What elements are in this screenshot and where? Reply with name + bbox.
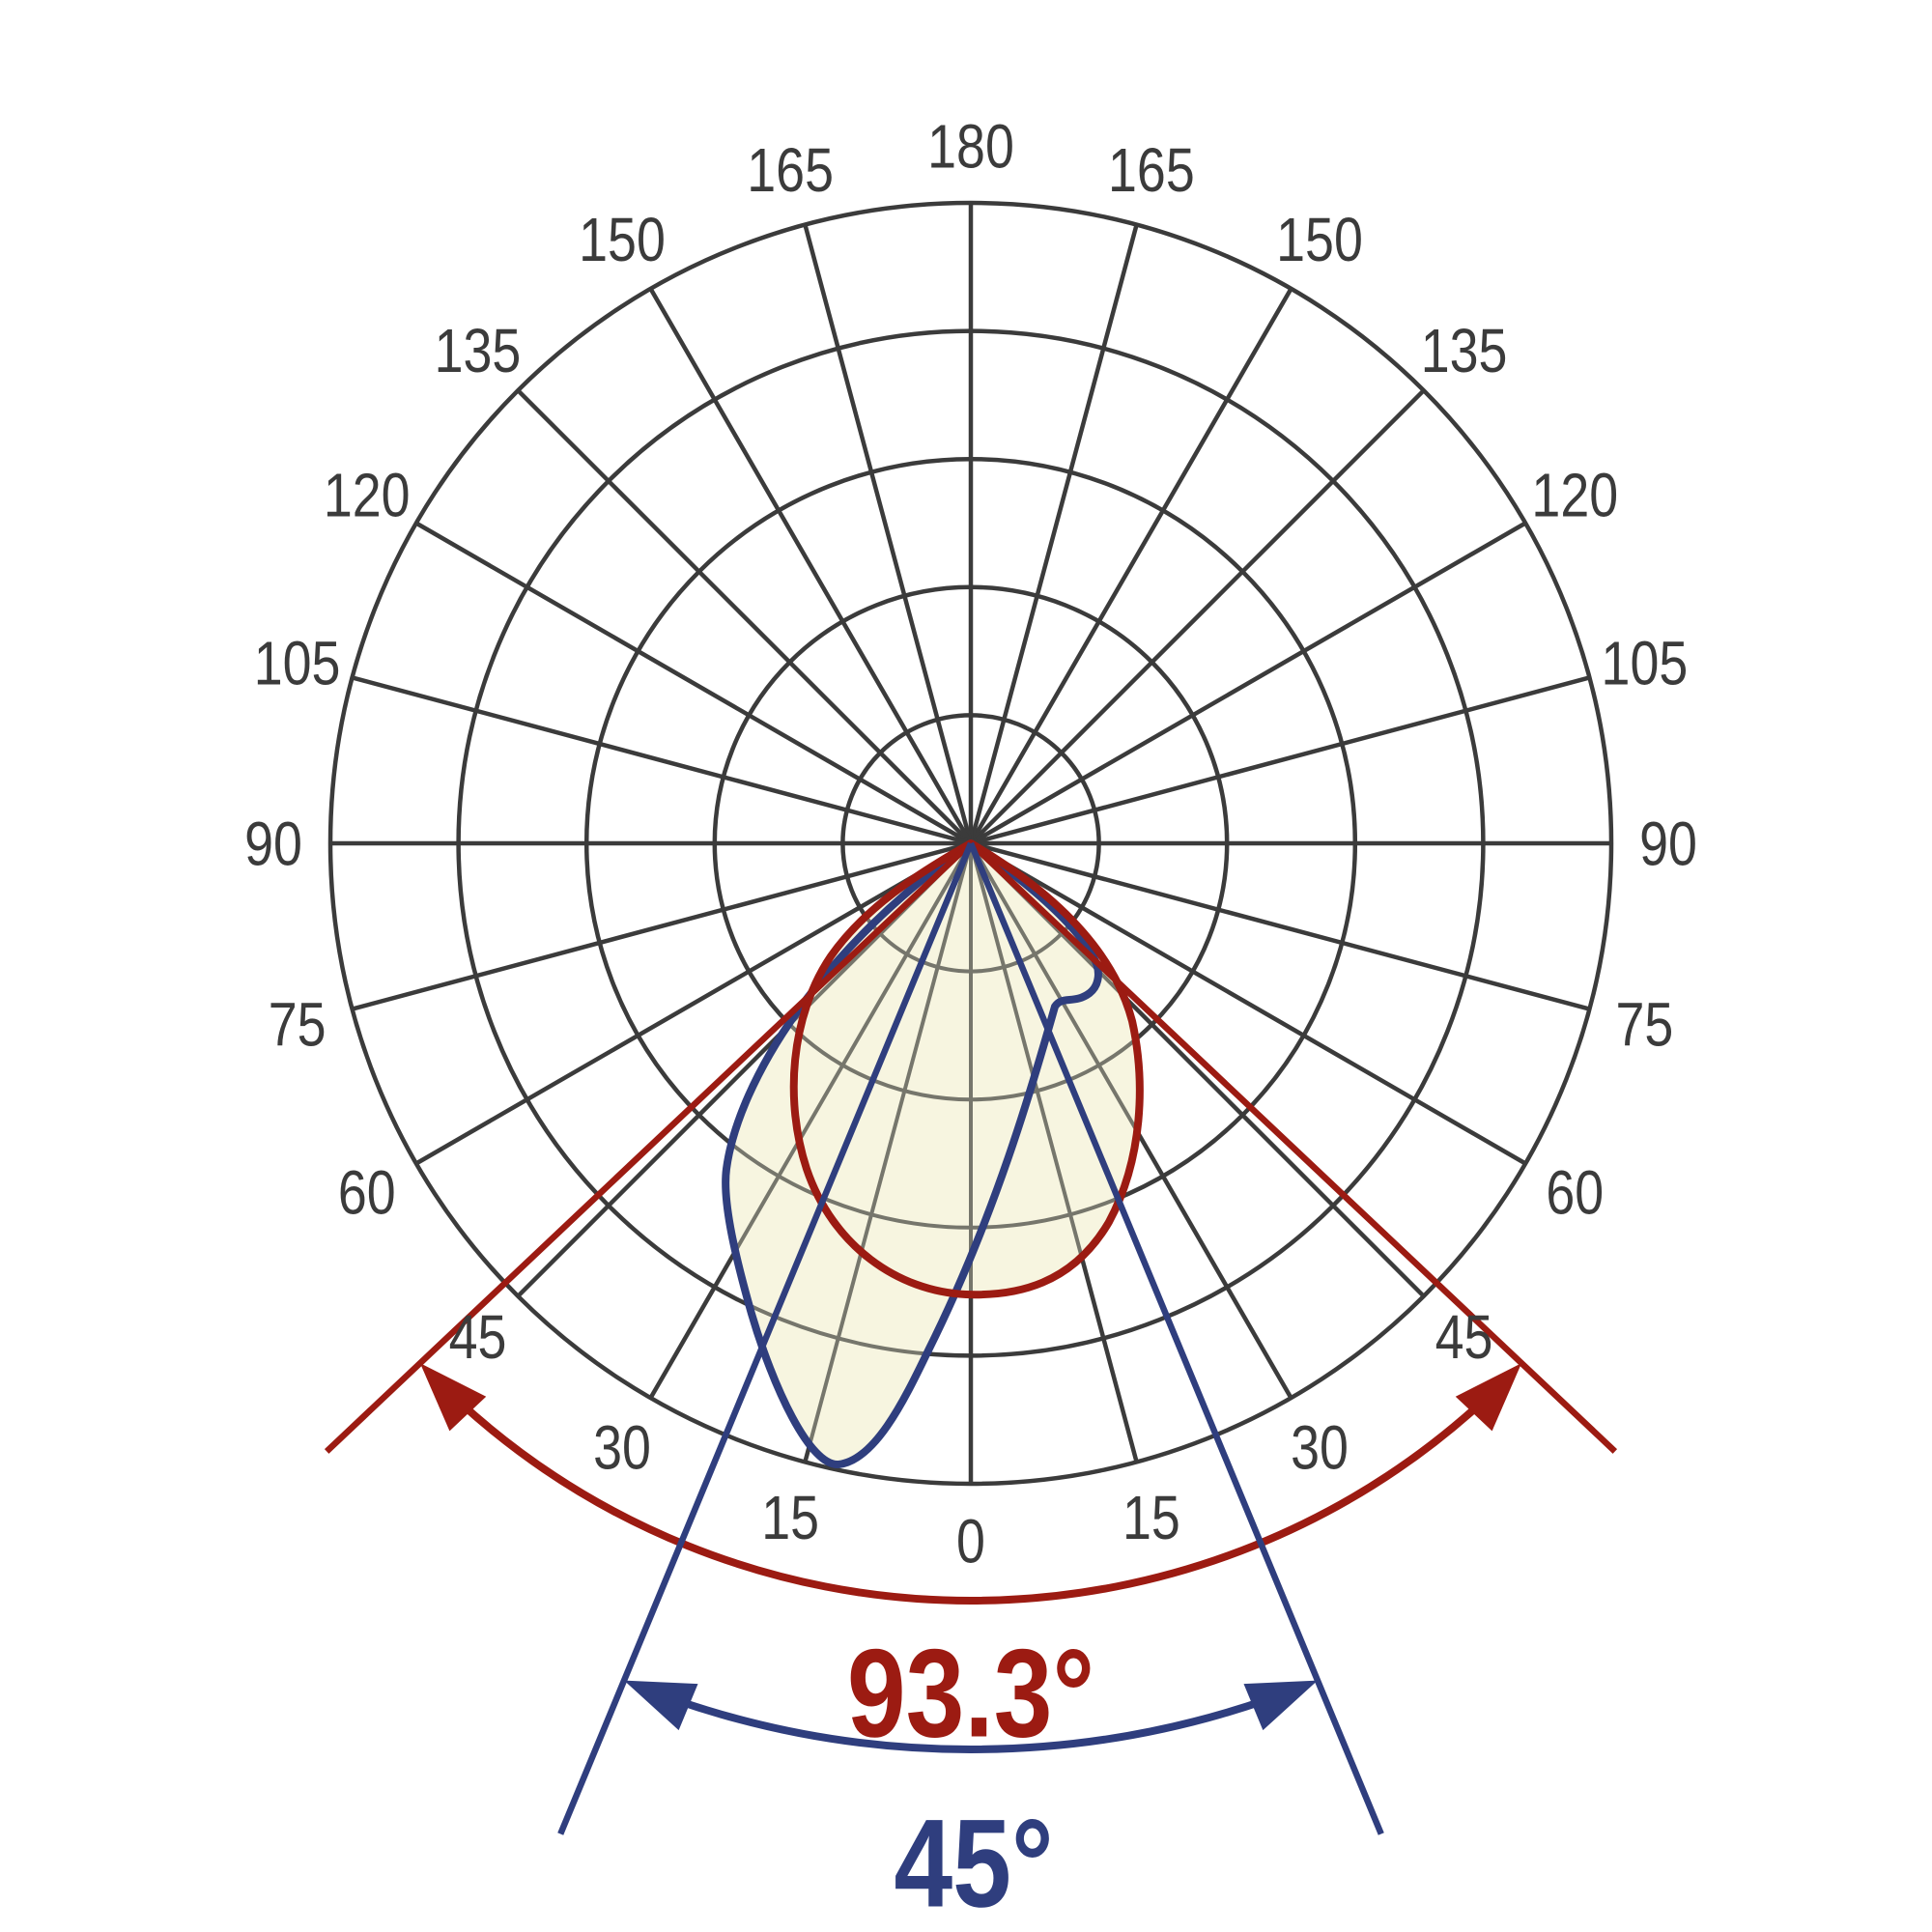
beam-angle-line xyxy=(967,841,1384,1835)
beam-angle-line xyxy=(557,841,975,1835)
angle-tick-label-45-left: 45 xyxy=(449,1301,507,1372)
beam-angle-arrowhead xyxy=(624,1680,698,1731)
narrow-beam-lobe-beam-angle-annotation: 45° xyxy=(557,841,1384,1932)
angle-tick-label-150-left: 150 xyxy=(579,205,666,275)
angle-tick-label-30-left: 30 xyxy=(593,1412,651,1483)
angle-tick-label-15-right: 15 xyxy=(1122,1482,1180,1552)
grid-ray xyxy=(725,843,973,1400)
grid-ray xyxy=(969,843,1140,1400)
angle-tick-label-105-right: 105 xyxy=(1602,628,1689,698)
beam-angle-arrowhead xyxy=(1455,1363,1522,1432)
angle-tick-label-165-right: 165 xyxy=(1108,135,1195,206)
grid-ray xyxy=(969,521,1527,845)
angle-tick-label-15-left: 15 xyxy=(761,1482,819,1552)
grid-ray xyxy=(803,224,974,844)
grid-ray xyxy=(352,675,972,846)
beam-angle-arc xyxy=(457,1399,1485,1605)
angle-tick-label-135-right: 135 xyxy=(1421,315,1508,385)
angle-tick-label-90-left: 90 xyxy=(244,809,302,879)
angle-tick-label-120-left: 120 xyxy=(324,460,411,530)
narrow-beam-lobe-outline xyxy=(722,839,1102,1468)
grid-ray xyxy=(969,388,1426,845)
grid-ray xyxy=(803,843,973,1463)
beam-angle-line xyxy=(324,840,974,1454)
grid-ray xyxy=(970,840,1590,1011)
angle-tick-label-60-right: 60 xyxy=(1546,1157,1604,1228)
beam-angle-value-label: 93.3° xyxy=(847,1624,1094,1764)
wide-beam-lobe-outline xyxy=(789,839,1144,1299)
angle-tick-label-165-left: 165 xyxy=(747,135,834,206)
angle-tick-label-135-left: 135 xyxy=(435,315,522,385)
grid-ray xyxy=(414,841,973,1166)
angle-tick-label-75-right: 75 xyxy=(1616,989,1674,1060)
angle-tick-label-90-right: 90 xyxy=(1639,809,1697,879)
angle-tick-label-0: 0 xyxy=(956,1506,985,1577)
angle-tick-label-75-left: 75 xyxy=(269,989,327,1060)
beam-angle-arrowhead xyxy=(419,1363,487,1432)
grid-ray xyxy=(352,840,972,1011)
beam-angle-arrowhead xyxy=(1243,1680,1318,1731)
grid-ray xyxy=(648,287,973,845)
angle-tick-labels: 0 15 15 30 30 45 45 60 60 75 75 90 90 105 105 120 120 135… xyxy=(244,111,1697,1577)
angle-tick-label-120-right: 120 xyxy=(1531,460,1618,530)
angle-tick-label-30-right: 30 xyxy=(1291,1412,1349,1483)
wide-beam-lobe-beam-angle-annotation: 93.3° xyxy=(324,840,1618,1764)
beam-angle-value-label: 45° xyxy=(894,1794,1053,1932)
angle-tick-label-150-right: 150 xyxy=(1276,205,1363,275)
angle-tick-label-45-right: 45 xyxy=(1435,1301,1493,1372)
angle-tick-label-105-left: 105 xyxy=(254,628,341,698)
narrow-beam-lobe-fill xyxy=(725,843,1098,1465)
grid-ray xyxy=(414,521,973,845)
beam-angle-line xyxy=(968,840,1618,1454)
beam-angle-arc xyxy=(674,1696,1267,1753)
grid-ray xyxy=(969,841,1527,1166)
grid-ray xyxy=(516,388,973,845)
grid-ray xyxy=(970,675,1590,846)
grid-ray xyxy=(969,287,1293,845)
grid-ray xyxy=(968,224,1139,844)
angle-tick-label-180: 180 xyxy=(927,111,1014,182)
angle-tick-label-60-left: 60 xyxy=(338,1157,396,1228)
